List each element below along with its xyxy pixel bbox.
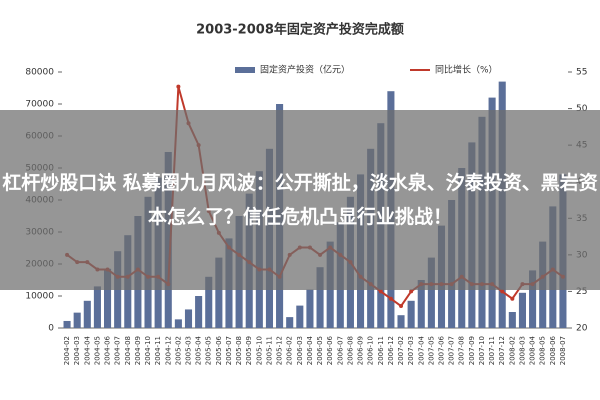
bar [427,257,435,328]
bar [518,292,527,328]
chart-title: 2003-2008年固定资产投资完成额 [196,22,404,38]
x-tick-label: 2007-06 [438,335,446,365]
x-tick-label: 2004-05 [93,336,101,365]
y2-tick-label: 55 [576,68,587,78]
x-tick-label: 2007-05 [427,336,435,365]
y2-tick-label: 20 [576,324,588,334]
x-tick-label: 2006-03 [296,336,304,365]
x-tick-label: 2006-11 [377,336,385,365]
x-tick-label: 2004-06 [104,335,112,365]
x-tick-label: 2007-09 [468,336,476,365]
x-tick-label: 2004-04 [83,335,91,365]
bar [73,312,81,328]
y2-tick-label: 25 [576,287,587,297]
x-tick-label: 2006-09 [357,336,365,365]
line-point [399,304,404,309]
y2-tick-label: 50 [576,104,588,114]
banner-text[interactable]: 杠杆炒股口诀 私募圈九月风波：公开撕扯，淡水泉、汐泰投资、黑岩资本怎么了？信任危… [2,172,598,228]
x-tick-label: 2008-05 [539,336,547,365]
y-tick-label: 0 [48,324,54,334]
line-point [500,289,505,294]
line-point [409,289,414,294]
x-tick-label: 2008-03 [518,336,526,365]
x-tick-label: 2008-04 [529,335,537,365]
line-point [378,289,383,294]
bar [83,300,91,328]
y-tick-label: 80000 [25,68,54,78]
x-tick-label: 2006-12 [387,336,395,365]
x-tick-label: 2005-07 [225,336,233,365]
x-tick-label: 2006-02 [286,336,294,365]
x-tick-label: 2006-07 [336,336,344,365]
line-point [388,296,393,301]
x-tick-label: 2006-05 [316,336,324,365]
x-tick-label: 2006-04 [306,335,314,365]
bar [184,309,193,328]
bar [417,280,425,328]
legend-label: 同比增长（%） [435,64,498,76]
legend-label: 固定资产投资（亿元） [260,64,350,76]
legend-swatch [235,67,255,73]
x-tick-label: 2006-10 [367,336,375,365]
bar [296,305,304,328]
bar [205,276,213,328]
x-tick-label: 2004-02 [63,336,71,365]
x-tick-label: 2007-10 [478,336,486,365]
x-tick-label: 2004-07 [114,336,122,365]
x-tick-label: 2006-08 [346,336,354,365]
bar [306,289,314,328]
x-tick-label: 2008-02 [508,336,516,365]
bar [407,300,415,328]
x-tick-label: 2004-09 [134,336,142,365]
x-tick-label: 2007-03 [407,336,415,365]
y-tick-label: 10000 [25,292,54,302]
x-tick-label: 2008-07 [559,336,567,365]
x-tick-label: 2007-02 [397,336,405,365]
x-tick-label: 2004-08 [124,336,132,365]
x-tick-label: 2005-03 [185,336,193,365]
x-tick-label: 2004-03 [73,336,81,365]
bar [174,319,182,328]
x-tick-label: 2005-11 [265,336,273,365]
x-tick-label: 2007-08 [458,336,466,365]
x-tick-label: 2004-10 [144,336,152,365]
bar [397,315,405,328]
bar [529,270,537,328]
bar [103,268,112,328]
x-tick-label: 2005-05 [205,336,213,365]
bar [215,257,223,328]
x-tick-label: 2004-12 [164,336,172,365]
x-tick-label: 2005-10 [255,336,263,365]
x-tick-label: 2007-11 [488,336,496,365]
line-point [510,296,515,301]
x-tick-label: 2004-11 [154,336,162,365]
bar [286,317,294,328]
bar [316,267,324,328]
x-tick-label: 2005-06 [215,335,223,365]
bar [195,296,203,328]
x-tick-label: 2007-12 [498,336,506,365]
bar [508,312,516,328]
x-tick-label: 2005-09 [245,336,253,365]
x-tick-label: 2005-04 [195,335,203,365]
x-tick-label: 2007-04 [417,335,425,365]
x-tick-label: 2005-02 [174,336,182,365]
x-tick-label: 2008-06 [549,335,557,365]
bar [63,320,71,328]
banner[interactable]: 杠杆炒股口诀 私募圈九月风波：公开撕扯，淡水泉、汐泰投资、黑岩资本怎么了？信任危… [0,110,600,290]
x-tick-label: 2005-08 [235,336,243,365]
line-point [176,84,181,89]
bar [93,286,101,328]
x-tick-label: 2007-07 [448,336,456,365]
x-tick-label: 2005-12 [276,336,284,365]
x-tick-label: 2006-06 [326,335,334,365]
y-tick-label: 70000 [25,100,54,110]
